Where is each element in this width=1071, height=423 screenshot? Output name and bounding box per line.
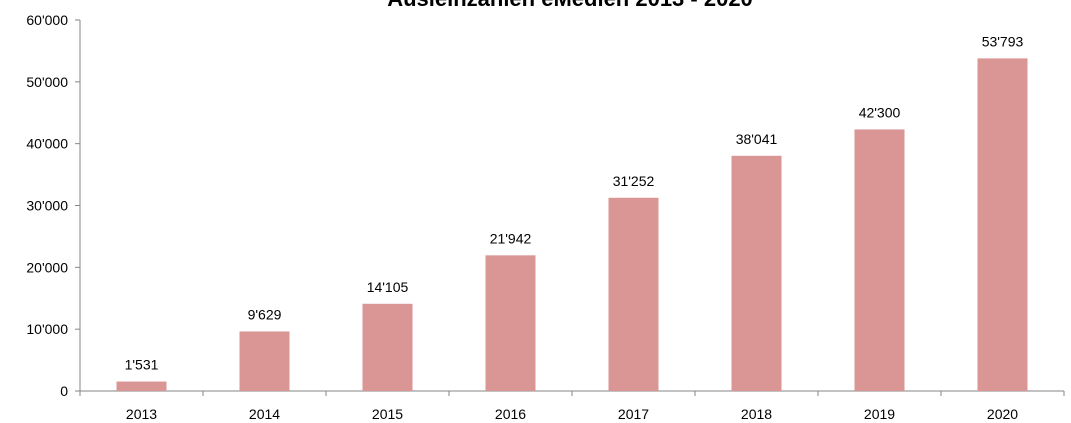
x-tick-label: 2017: [618, 406, 649, 422]
bar: [485, 255, 536, 391]
data-label: 42'300: [859, 104, 901, 120]
y-tick-label: 60'000: [26, 12, 68, 28]
y-tick-label: 40'000: [26, 136, 68, 152]
y-tick-label: 50'000: [26, 74, 68, 90]
data-label: 1'531: [125, 357, 159, 373]
x-tick-label: 2019: [864, 406, 895, 422]
chart-title: Ausleihzahlen eMedien 2013 - 2020: [387, 0, 753, 11]
bar: [854, 129, 905, 391]
x-tick-label: 2013: [126, 406, 157, 422]
data-label: 31'252: [613, 173, 655, 189]
x-tick-label: 2015: [372, 406, 403, 422]
y-tick-label: 0: [60, 383, 68, 399]
y-tick-label: 10'000: [26, 321, 68, 337]
data-label: 14'105: [367, 279, 409, 295]
x-tick-label: 2014: [249, 406, 280, 422]
data-label: 53'793: [982, 33, 1024, 49]
data-label: 9'629: [248, 306, 282, 322]
bar: [731, 155, 782, 391]
bar: [977, 58, 1028, 392]
data-label: 21'942: [490, 230, 532, 246]
bar: [239, 331, 290, 391]
x-tick-label: 2020: [987, 406, 1018, 422]
bar: [116, 381, 167, 391]
data-label: 38'041: [736, 131, 778, 147]
y-tick-label: 20'000: [26, 259, 68, 275]
bar: [362, 303, 413, 391]
y-tick-label: 30'000: [26, 198, 68, 214]
x-tick-label: 2018: [741, 406, 772, 422]
x-tick-label: 2016: [495, 406, 526, 422]
bar: [608, 197, 659, 391]
